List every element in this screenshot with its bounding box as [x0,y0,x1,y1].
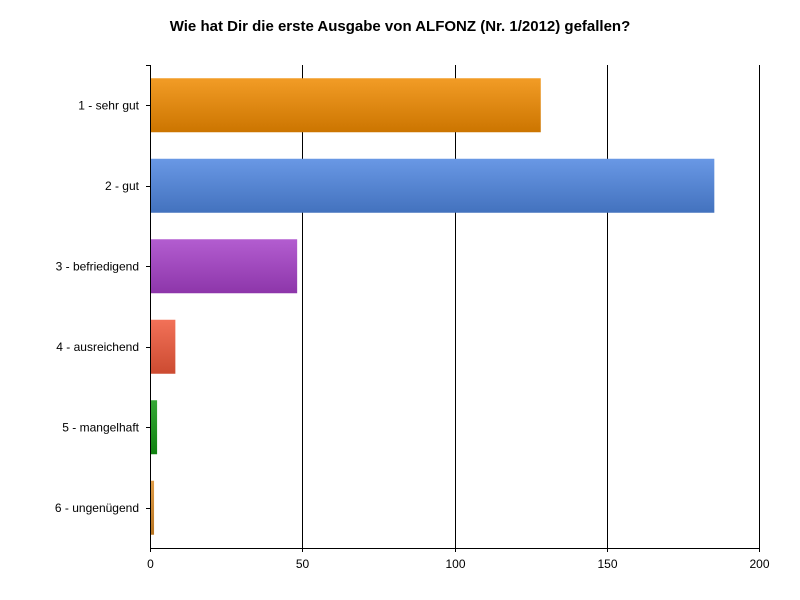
bar-2 [151,158,715,213]
category-label: 5 - mangelhaft [62,420,139,434]
category-label: 6 - ungenügend [55,501,139,515]
chart-title: Wie hat Dir die erste Ausgabe von ALFONZ… [169,18,631,35]
category-label: 3 - befriedigend [56,259,139,273]
x-tick-label: 0 [147,557,154,571]
bar-4 [151,319,176,374]
bar-1 [151,78,541,133]
bars [151,78,715,535]
category-label: 4 - ausreichend [56,340,139,354]
x-tick-label: 50 [296,557,310,571]
x-tick-label: 150 [597,557,617,571]
x-tick-label: 200 [749,557,769,571]
bar-3 [151,239,298,294]
category-label: 2 - gut [105,179,140,193]
category-label: 1 - sehr gut [78,98,139,112]
bar-5 [151,400,158,455]
x-tick-label: 100 [445,557,465,571]
grid-lines [302,65,760,548]
bar-6 [151,480,155,535]
labels: 0 50 100 150 200 1 - sehr gut 2 - gut 3 - befri… [55,98,770,571]
axes [146,65,760,552]
